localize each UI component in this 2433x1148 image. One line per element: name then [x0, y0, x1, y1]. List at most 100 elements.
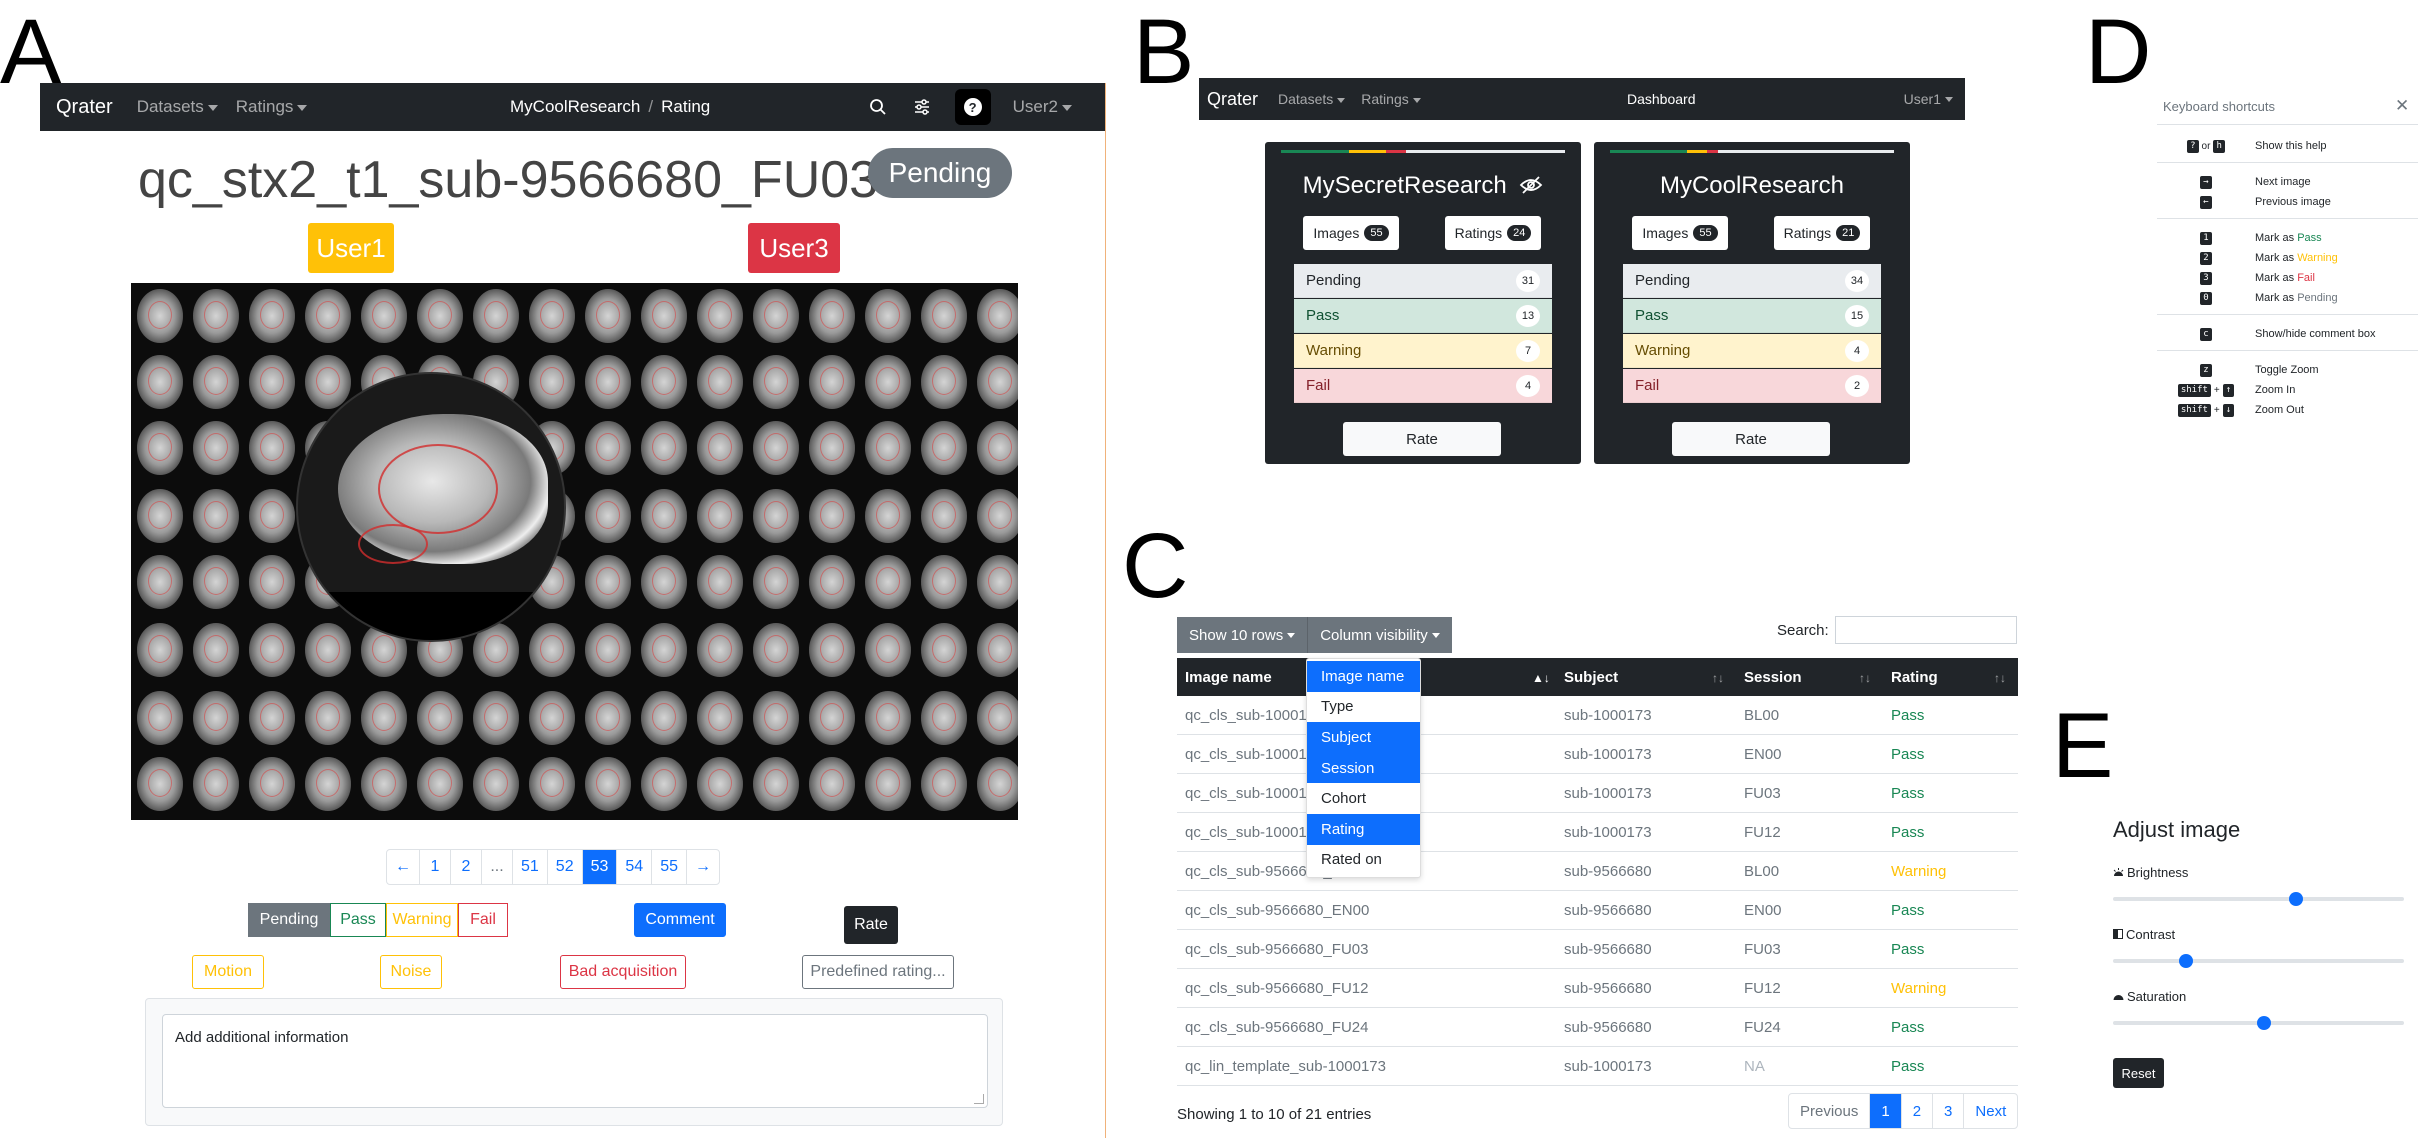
column-toggle-option[interactable]: Type	[1321, 698, 1354, 716]
pagination-page-active[interactable]: 53	[581, 850, 617, 884]
column-toggle-option[interactable]: Session	[1307, 752, 1420, 784]
pagination-page[interactable]: 52	[546, 850, 582, 884]
table-row[interactable]: qc_cls_sub-1000173_BL00 sub-1000173 BL00 Pa…	[1177, 696, 2018, 735]
table-row[interactable]: qc_cls_sub-9566680_EN00 sub-9566680 EN00 Pa…	[1177, 891, 2018, 930]
mri-slice-thumbnail	[467, 687, 523, 747]
cell-subject: sub-1000173	[1564, 1057, 1652, 1075]
dataset-title[interactable]: MyCoolResearch	[1659, 172, 1845, 199]
table-row[interactable]: qc_cls_sub-9566680_FU24 sub-9566680 FU24 Pa…	[1177, 1008, 2018, 1047]
rater-badge-user3[interactable]: User3	[748, 223, 840, 273]
column-toggle-option[interactable]: Subject	[1307, 722, 1420, 753]
pagination-next[interactable]: Next	[1963, 1094, 2017, 1128]
close-icon[interactable]: ✕	[2395, 96, 2410, 115]
pagination-page-active[interactable]: 1	[1869, 1094, 1901, 1128]
mri-slice-thumbnail	[971, 551, 1018, 611]
dataset-rate-button[interactable]: Rate	[1672, 422, 1830, 456]
rate-warning-button[interactable]: Warning	[386, 903, 458, 937]
search-icon[interactable]	[867, 96, 889, 118]
pagination-prev[interactable]: ←	[395, 858, 411, 875]
progress-bar	[1610, 150, 1894, 155]
table-row[interactable]: qc_cls_sub-1000173_FU12 sub-1000173 FU12 Pa…	[1177, 813, 2018, 852]
pagination-page[interactable]: 2	[1900, 1094, 1932, 1128]
column-toggle-option[interactable]: Rating	[1307, 813, 1420, 845]
pagination-page[interactable]: 55	[651, 850, 686, 884]
table-row[interactable]: qc_lin_template_sub-1000173 sub-1000173 NA…	[1177, 1047, 2018, 1086]
images-count-button[interactable]: Images 55	[1632, 216, 1728, 250]
column-visibility-button[interactable]: Column visibility	[1307, 617, 1452, 653]
pagination-page[interactable]: 2	[450, 850, 481, 884]
table-row[interactable]: qc_cls_sub-1000173_FU03 sub-1000173 FU03 Pa…	[1177, 774, 2018, 813]
ratings-count-button[interactable]: Ratings 21	[1774, 216, 1870, 250]
tag-noise-button[interactable]: Noise	[380, 955, 442, 989]
rater-badge-user1[interactable]: User1	[308, 223, 394, 273]
pagination-page[interactable]: 1	[419, 850, 450, 884]
zoom-magnifier[interactable]	[296, 372, 566, 642]
rate-button[interactable]: Rate	[844, 906, 898, 944]
table-row[interactable]: qc_cls_sub-9566680_FU03 sub-9566680 FU03 Pa…	[1177, 930, 2018, 969]
user-menu[interactable]: User2	[1013, 97, 1072, 117]
show-rows-button[interactable]: Show 10 rows	[1177, 617, 1308, 653]
pagination-next[interactable]: →	[685, 850, 719, 884]
caret-down-icon	[207, 104, 218, 111]
comment-button[interactable]: Comment	[634, 903, 726, 937]
sort-asc-icon[interactable]: ▲↓	[1532, 671, 1550, 685]
rate-pass-button[interactable]: Pass	[330, 903, 386, 937]
nav-ratings[interactable]: Ratings	[1361, 91, 1421, 107]
images-count-button[interactable]: Images 55	[1303, 216, 1399, 250]
table-row[interactable]: qc_cls_sub-1000173_EN00 sub-1000173 EN00 Pa…	[1177, 735, 2018, 774]
mri-slice-thumbnail	[747, 351, 803, 411]
slider-track[interactable]	[2113, 897, 2404, 901]
pagination-previous[interactable]: Previous	[1800, 1102, 1859, 1120]
nav-datasets[interactable]: Datasets	[1278, 91, 1346, 107]
pagination-page[interactable]: 54	[616, 850, 651, 884]
tag-bad-acquisition-button[interactable]: Bad acquisition	[560, 955, 686, 989]
cell-rating: Pass	[1891, 901, 1925, 919]
sort-icon[interactable]: ↑↓	[1994, 671, 2006, 685]
user-menu[interactable]: User1	[1904, 78, 1953, 120]
slider-thumb[interactable]	[2257, 1016, 2272, 1030]
dataset-rate-button[interactable]: Rate	[1343, 422, 1501, 456]
column-header-subject[interactable]: Subject	[1564, 668, 1619, 686]
resize-handle-icon[interactable]	[974, 1094, 984, 1104]
ratings-count-button[interactable]: Ratings 24	[1445, 216, 1541, 250]
nav-datasets[interactable]: Datasets	[137, 97, 218, 117]
slider-track[interactable]	[2113, 959, 2404, 963]
table-row[interactable]: qc_cls_sub-9566680_FU12 sub-9566680 FU12 Wa…	[1177, 969, 2018, 1008]
column-toggle-option[interactable]: Rated on	[1321, 851, 1382, 869]
column-header-rating[interactable]: Rating	[1891, 668, 1938, 686]
slider-thumb[interactable]	[2178, 954, 2193, 968]
help-icon[interactable]: ?	[954, 89, 991, 125]
reset-button[interactable]: Reset	[2113, 1058, 2164, 1088]
search-input[interactable]	[1835, 616, 2017, 644]
stat-warning: Warning 7	[1294, 334, 1552, 368]
sort-icon[interactable]: ↑↓	[1712, 671, 1724, 685]
column-header-image-name[interactable]: Image name	[1185, 668, 1272, 686]
shortcut-description: Toggle Zoom	[2255, 364, 2319, 376]
rate-pending-button[interactable]: Pending	[248, 903, 330, 937]
nav-ratings[interactable]: Ratings	[236, 97, 308, 117]
sliders-icon[interactable]	[911, 96, 933, 118]
dataset-title[interactable]: MySecretResearch	[1265, 172, 1581, 200]
sort-icon[interactable]: ↑↓	[1859, 671, 1871, 685]
tag-motion-button[interactable]: Motion	[192, 955, 264, 989]
table-row[interactable]: qc_cls_sub-9566680_BL00 sub-9566680 BL00 Wa…	[1177, 852, 2018, 891]
brand[interactable]: Qrater	[1207, 88, 1259, 109]
mri-slice-thumbnail	[131, 485, 187, 545]
shortcut-description: Next image	[2255, 176, 2311, 188]
comment-textarea[interactable]: Add additional information	[162, 1014, 988, 1108]
column-header-session[interactable]: Session	[1744, 668, 1802, 686]
column-toggle-option[interactable]: Image name	[1307, 661, 1420, 692]
cell-subject: sub-1000173	[1564, 745, 1652, 763]
slider-thumb[interactable]	[2289, 892, 2304, 906]
key-cap: →	[2200, 175, 2212, 189]
column-toggle-option[interactable]: Cohort	[1321, 790, 1367, 808]
brand[interactable]: Qrater	[56, 95, 113, 118]
pagination-page[interactable]: 3	[1932, 1094, 1963, 1128]
mri-slice-thumbnail	[131, 551, 187, 611]
predefined-rating-select[interactable]: Predefined rating...	[802, 955, 954, 989]
pagination-page[interactable]: 51	[512, 850, 547, 884]
progress-bar	[1281, 150, 1565, 155]
rate-fail-button[interactable]: Fail	[458, 903, 508, 937]
mri-montage-image[interactable]	[131, 283, 1018, 820]
breadcrumb-dataset[interactable]: MyCoolResearch	[510, 97, 641, 116]
